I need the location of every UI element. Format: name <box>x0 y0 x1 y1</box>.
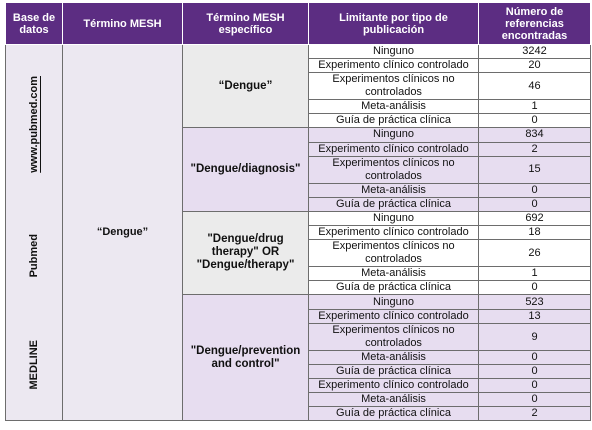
table-row: Meta-análisis 1 <box>6 99 591 114</box>
reference-count: 1 <box>478 99 591 114</box>
publication-limit: Ninguno <box>308 210 479 227</box>
publication-limit: Ninguno <box>308 294 479 310</box>
publication-limit: Experimento clínico controlado <box>308 309 479 324</box>
table-row: Experimentos clínicos no controlados 26 <box>6 239 591 268</box>
reference-count: 0 <box>478 182 591 198</box>
publication-limit: Guía de práctica clínica <box>308 113 479 128</box>
reference-count: 26 <box>478 239 591 268</box>
publication-limit: Experimentos clínicos no controlados <box>308 323 479 351</box>
specific-term: “Dengue” <box>182 44 309 128</box>
reference-count: 0 <box>478 113 591 128</box>
table-row: Experimento clínico controlado 2 <box>6 141 591 157</box>
database-list: www.pubmed.com Pubmed MEDLINE <box>8 45 60 420</box>
publication-limit: Experimentos clínicos no controlados <box>308 155 479 184</box>
specific-term: "Dengue/diagnosis" <box>182 127 309 212</box>
publication-limit: Guía de práctica clínica <box>308 280 479 296</box>
reference-count: 13 <box>478 309 591 324</box>
table-row: Experimentos clínicos no controlados 9 <box>6 323 591 351</box>
publication-limit: Guía de práctica clínica <box>308 364 479 379</box>
publication-limit: Guía de práctica clínica <box>308 196 479 212</box>
reference-count: 3242 <box>478 44 591 59</box>
reference-count: 20 <box>478 58 591 73</box>
results-table: Base de datos Término MESH Término MESH es… <box>5 2 591 421</box>
header-cell: Término MESH específico <box>182 2 309 45</box>
publication-limit: Experimento clínico controlado <box>308 141 479 157</box>
reference-count: 0 <box>478 280 591 296</box>
reference-count: 834 <box>478 127 591 143</box>
reference-count: 2 <box>478 141 591 157</box>
header-cell: Base de datos <box>5 2 63 45</box>
table-row: Meta-análisis 0 <box>6 182 591 198</box>
reference-count: 692 <box>478 210 591 227</box>
publication-limit: Meta-análisis <box>308 266 479 282</box>
publication-limit: Meta-análisis <box>308 392 479 407</box>
header-cell: Término MESH <box>62 2 183 45</box>
table-row: Guía de práctica clínica 0 <box>6 280 591 296</box>
publication-limit: Meta-análisis <box>308 182 479 198</box>
mesh-term: “Dengue” <box>62 44 183 421</box>
publication-limit: Experimentos clínicos no controlados <box>308 239 479 268</box>
header-cell: Número de referencias encontradas <box>478 2 591 45</box>
reference-count: 9 <box>478 323 591 351</box>
publication-limit: Ninguno <box>308 127 479 143</box>
table-row: "Dengue/drug therapy" OR "Dengue/therapy… <box>6 210 591 296</box>
table-row: Experimento clínico controlado 18 <box>6 225 591 241</box>
reference-count: 523 <box>478 294 591 310</box>
reference-count: 0 <box>478 392 591 407</box>
database-label: MEDLINE <box>27 339 40 390</box>
publication-limit: Meta-análisis <box>308 350 479 365</box>
publication-limit: Meta-análisis <box>308 99 479 114</box>
table-row: Guía de práctica clínica 0 <box>6 196 591 212</box>
table-row: Guía de práctica clínica 0 <box>6 113 591 128</box>
database-cell: www.pubmed.com Pubmed MEDLINE <box>5 44 63 421</box>
reference-count: 0 <box>478 364 591 379</box>
table-row: Guía de práctica clínica 2 <box>6 406 591 421</box>
publication-limit: Experimento clínico controlado <box>308 225 479 241</box>
publication-limit: Ninguno <box>308 44 479 59</box>
reference-count: 0 <box>478 378 591 393</box>
specific-term: "Dengue/drug therapy" OR "Dengue/therapy… <box>182 210 309 296</box>
table-row: Experimento clínico controlado 20 <box>6 58 591 73</box>
header-row: Base de datos Término MESH Término MESH es… <box>5 2 591 45</box>
table-row: Experimento clínico controlado 13 <box>6 309 591 324</box>
table-row: Experimentos clínicos no controlados 15 <box>6 155 591 184</box>
specific-term: "Dengue/prevention and control" <box>182 294 309 421</box>
reference-count: 15 <box>478 155 591 184</box>
reference-count: 0 <box>478 196 591 212</box>
table-row: "Dengue/diagnosis" Ninguno 834 <box>6 127 591 212</box>
table-row: www.pubmed.com Pubmed MEDLINE “Dengue” “Deng… <box>5 44 591 421</box>
database-label: Pubmed <box>27 234 40 278</box>
table-row: Guía de práctica clínica 0 <box>6 364 591 379</box>
publication-limit: Guía de práctica clínica <box>308 406 479 421</box>
reference-count: 2 <box>478 406 591 421</box>
reference-count: 1 <box>478 266 591 282</box>
reference-count: 0 <box>478 350 591 365</box>
table-row: Meta-análisis 0 <box>6 392 591 407</box>
reference-count: 18 <box>478 225 591 241</box>
publication-limit: Experimento clínico controlado <box>308 378 479 393</box>
database-label: www.pubmed.com <box>27 75 40 173</box>
header-cell: Limitante por tipo de publicación <box>308 2 479 45</box>
table-row: Experimentos clínicos no controlados 46 <box>6 72 591 100</box>
reference-count: 46 <box>478 72 591 100</box>
publication-limit: Experimento clínico controlado <box>308 58 479 73</box>
table-row: "Dengue/prevention and control" Ninguno 52… <box>6 294 591 421</box>
publication-limit: Experimentos clínicos no controlados <box>308 72 479 100</box>
